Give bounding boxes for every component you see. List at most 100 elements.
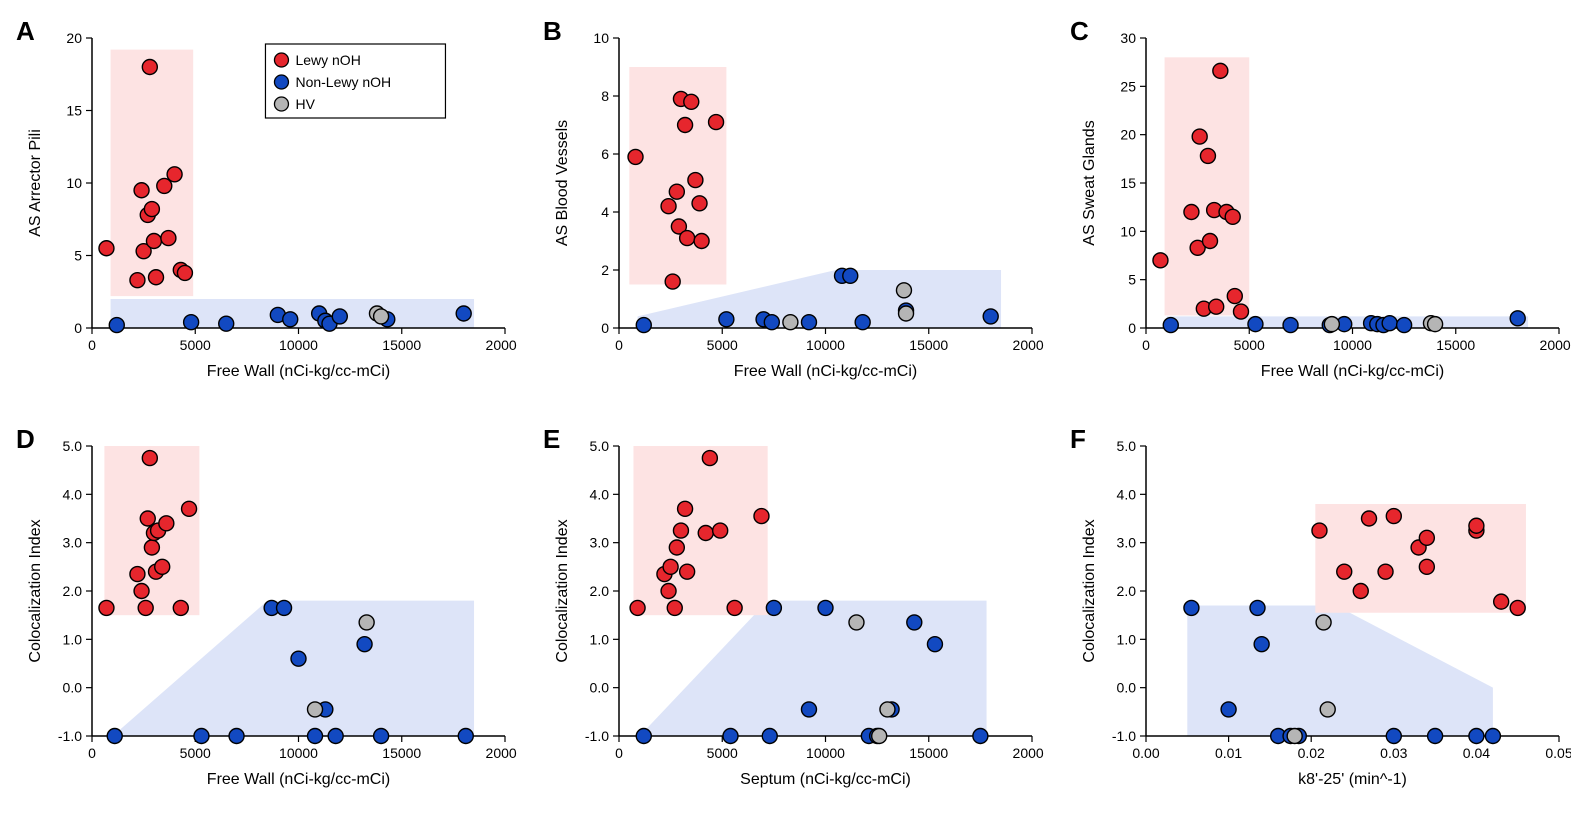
svg-text:10000: 10000 — [279, 337, 318, 353]
panel-B: B050001000015000200000246810Free Wall (n… — [547, 20, 1044, 398]
svg-text:10000: 10000 — [279, 745, 318, 761]
panel-label-F: F — [1070, 424, 1086, 455]
svg-text:0.01: 0.01 — [1215, 745, 1242, 761]
svg-text:6: 6 — [601, 146, 609, 162]
chart-A: 0 5000 10000 15000 20000 0 5 10 15 20 Free Wall (n… — [20, 20, 517, 390]
svg-text:0: 0 — [615, 745, 623, 761]
svg-text:30: 30 — [1120, 30, 1136, 46]
svg-text:HV: HV — [295, 96, 315, 112]
svg-text:4: 4 — [601, 204, 609, 220]
svg-text:-1.0: -1.0 — [585, 728, 609, 744]
svg-text:15000: 15000 — [909, 745, 948, 761]
svg-text:1.0: 1.0 — [590, 631, 610, 647]
svg-text:0: 0 — [615, 337, 623, 353]
svg-text:Lewy nOH: Lewy nOH — [295, 52, 360, 68]
svg-text:5000: 5000 — [180, 337, 211, 353]
svg-text:25: 25 — [1120, 78, 1136, 94]
svg-text:AS Blood Vessels: AS Blood Vessels — [554, 120, 571, 246]
svg-text:0: 0 — [1142, 337, 1150, 353]
svg-text:Colocalization Index: Colocalization Index — [1081, 519, 1098, 662]
svg-text:20: 20 — [1120, 127, 1136, 143]
svg-text:20000: 20000 — [486, 745, 517, 761]
panel-label-C: C — [1070, 16, 1089, 47]
svg-text:10000: 10000 — [1333, 337, 1372, 353]
svg-text:5.0: 5.0 — [63, 438, 83, 454]
svg-text:4.0: 4.0 — [590, 486, 610, 502]
chart-E: 0 5000 10000 15000 20000 -1.0 0.0 1.0 2.0 3.0 4.0 5… — [547, 428, 1044, 798]
svg-text:Free Wall (nCi-kg/cc-mCi): Free Wall (nCi-kg/cc-mCi) — [207, 363, 390, 380]
svg-text:1.0: 1.0 — [1117, 631, 1137, 647]
svg-text:5.0: 5.0 — [590, 438, 610, 454]
svg-text:0.0: 0.0 — [63, 679, 83, 695]
svg-text:0.0: 0.0 — [590, 679, 610, 695]
svg-text:5000: 5000 — [1234, 337, 1265, 353]
chart-F: 0.00 0.01 0.02 0.03 0.04 0.05 -1.0 0.0 1.0 2.0 3.0… — [1074, 428, 1571, 798]
svg-text:Free Wall (nCi-kg/cc-mCi): Free Wall (nCi-kg/cc-mCi) — [734, 363, 917, 380]
svg-text:2.0: 2.0 — [590, 583, 610, 599]
svg-text:Non-Lewy nOH: Non-Lewy nOH — [295, 74, 391, 90]
svg-text:Colocalization Index: Colocalization Index — [27, 519, 44, 662]
svg-text:AS Arrector Pili: AS Arrector Pili — [27, 129, 44, 237]
panel-D: D05000100001500020000-1.00.01.02.03.04.0… — [20, 428, 517, 806]
svg-text:10: 10 — [593, 30, 609, 46]
svg-text:10: 10 — [66, 175, 82, 191]
svg-text:15000: 15000 — [1436, 337, 1475, 353]
svg-text:10000: 10000 — [806, 337, 845, 353]
svg-text:20: 20 — [66, 30, 82, 46]
svg-text:Free Wall (nCi-kg/cc-mCi): Free Wall (nCi-kg/cc-mCi) — [1261, 363, 1444, 380]
chart-D: 05000100001500020000-1.00.01.02.03.04.05… — [20, 428, 517, 798]
svg-text:2.0: 2.0 — [1117, 583, 1137, 599]
svg-text:4.0: 4.0 — [1117, 486, 1137, 502]
svg-text:5: 5 — [1128, 272, 1136, 288]
panel-label-B: B — [543, 16, 562, 47]
svg-text:3.0: 3.0 — [1117, 534, 1137, 550]
svg-text:15000: 15000 — [382, 745, 421, 761]
svg-text:0.03: 0.03 — [1380, 745, 1407, 761]
svg-text:0.0: 0.0 — [1117, 679, 1137, 695]
chart-B: 0 5000 10000 15000 20000 0 2 4 6 8 10 Free Wall (nC… — [547, 20, 1044, 390]
panel-label-E: E — [543, 424, 560, 455]
svg-text:0.04: 0.04 — [1463, 745, 1490, 761]
panel-label-A: A — [16, 16, 35, 47]
svg-text:5000: 5000 — [180, 745, 211, 761]
svg-text:0.02: 0.02 — [1298, 745, 1325, 761]
svg-text:8: 8 — [601, 88, 609, 104]
svg-text:15: 15 — [66, 103, 82, 119]
svg-text:15000: 15000 — [909, 337, 948, 353]
svg-text:AS Sweat Glands: AS Sweat Glands — [1081, 120, 1098, 245]
svg-text:k8'-25' (min^-1): k8'-25' (min^-1) — [1298, 771, 1407, 788]
svg-text:Free Wall (nCi-kg/cc-mCi): Free Wall (nCi-kg/cc-mCi) — [207, 771, 390, 788]
svg-text:0: 0 — [1128, 320, 1136, 336]
svg-text:20000: 20000 — [1013, 745, 1044, 761]
svg-text:10: 10 — [1120, 223, 1136, 239]
svg-text:15: 15 — [1120, 175, 1136, 191]
svg-text:5: 5 — [74, 248, 82, 264]
svg-text:0: 0 — [88, 745, 96, 761]
svg-text:0.05: 0.05 — [1545, 745, 1571, 761]
svg-text:15000: 15000 — [382, 337, 421, 353]
svg-text:0: 0 — [88, 337, 96, 353]
panel-A: A0500010000150002000005101520Free Wall (… — [20, 20, 517, 398]
svg-text:-1.0: -1.0 — [58, 728, 82, 744]
svg-text:0: 0 — [601, 320, 609, 336]
svg-text:-1.0: -1.0 — [1112, 728, 1136, 744]
svg-text:Colocalization Index: Colocalization Index — [554, 519, 571, 662]
panel-C: C05000100001500020000051015202530Free Wa… — [1074, 20, 1571, 398]
svg-text:5000: 5000 — [707, 337, 738, 353]
svg-text:2: 2 — [601, 262, 609, 278]
svg-text:5000: 5000 — [707, 745, 738, 761]
svg-text:20000: 20000 — [1013, 337, 1044, 353]
svg-text:3.0: 3.0 — [590, 534, 610, 550]
svg-text:4.0: 4.0 — [63, 486, 83, 502]
svg-text:10000: 10000 — [806, 745, 845, 761]
panel-E: E05000100001500020000-1.00.01.02.03.04.0… — [547, 428, 1044, 806]
panel-label-D: D — [16, 424, 35, 455]
svg-text:0.00: 0.00 — [1132, 745, 1159, 761]
svg-text:2.0: 2.0 — [63, 583, 83, 599]
svg-text:20000: 20000 — [486, 337, 517, 353]
chart-C: 0 5000 10000 15000 20000 0 5 10 15 20 25 30 Free Wal… — [1074, 20, 1571, 390]
svg-text:20000: 20000 — [1540, 337, 1571, 353]
svg-text:0: 0 — [74, 320, 82, 336]
svg-text:5.0: 5.0 — [1117, 438, 1137, 454]
chart-grid: A0500010000150002000005101520Free Wall (… — [20, 20, 1561, 805]
